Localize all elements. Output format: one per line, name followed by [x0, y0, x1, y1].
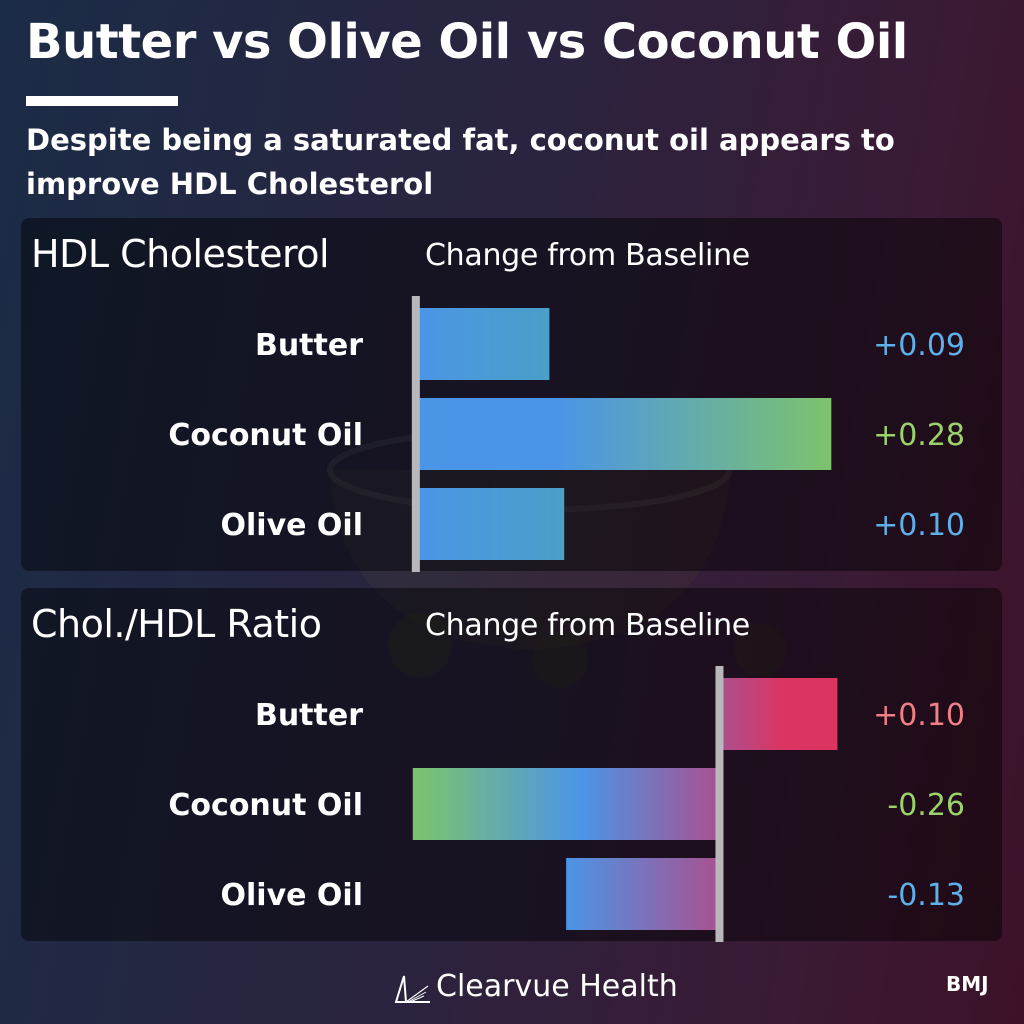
category-label: Olive Oil	[221, 878, 364, 913]
chart-title: Chol./HDL Ratio	[31, 602, 322, 646]
bar-butter	[719, 678, 838, 750]
category-label: Butter	[255, 698, 363, 733]
category-label: Olive Oil	[221, 508, 364, 543]
value-label: +0.10	[873, 508, 965, 543]
bar-butter	[415, 308, 550, 380]
category-label: Coconut Oil	[168, 418, 363, 453]
category-label: Coconut Oil	[168, 788, 363, 823]
page-title: Butter vs Olive Oil vs Coconut Oil	[26, 14, 908, 70]
bar-coconut-oil	[412, 768, 720, 840]
page-subtitle: Despite being a saturated fat, coconut o…	[26, 123, 895, 201]
value-label: +0.09	[873, 328, 965, 363]
value-label: +0.28	[873, 418, 965, 453]
value-label: -0.26	[887, 788, 965, 823]
hdl-bar-chart: Butter +0.09 Coconut Oil +0.28 Olive Oil +0.1…	[168, 296, 965, 572]
zero-baseline	[715, 666, 724, 942]
brand-logo: Clearvue Health	[392, 966, 678, 1006]
bar-olive-oil	[415, 488, 565, 560]
clearvue-logo-icon	[394, 975, 430, 1003]
category-label: Butter	[255, 328, 363, 363]
chart-subtitle: Change from Baseline	[425, 608, 750, 643]
source-label: BMJ	[946, 972, 989, 996]
bar-coconut-oil	[415, 398, 832, 470]
ratio-bar-chart: Butter +0.10 Coconut Oil -0.26 Olive Oil -0.1…	[168, 666, 965, 942]
chart-title: HDL Cholesterol	[31, 232, 330, 276]
zero-baseline	[411, 296, 420, 572]
hdl-cholesterol-panel: HDL Cholesterol Change from Baseline But…	[21, 218, 1002, 572]
brand-name: Clearvue Health	[436, 968, 678, 1004]
chart-subtitle: Change from Baseline	[425, 238, 750, 273]
value-label: +0.10	[873, 698, 965, 733]
chol-hdl-ratio-panel: Chol./HDL Ratio Change from Baseline But…	[21, 588, 1002, 942]
title-underline	[26, 96, 178, 106]
value-label: -0.13	[887, 878, 965, 913]
bar-olive-oil	[566, 858, 720, 930]
